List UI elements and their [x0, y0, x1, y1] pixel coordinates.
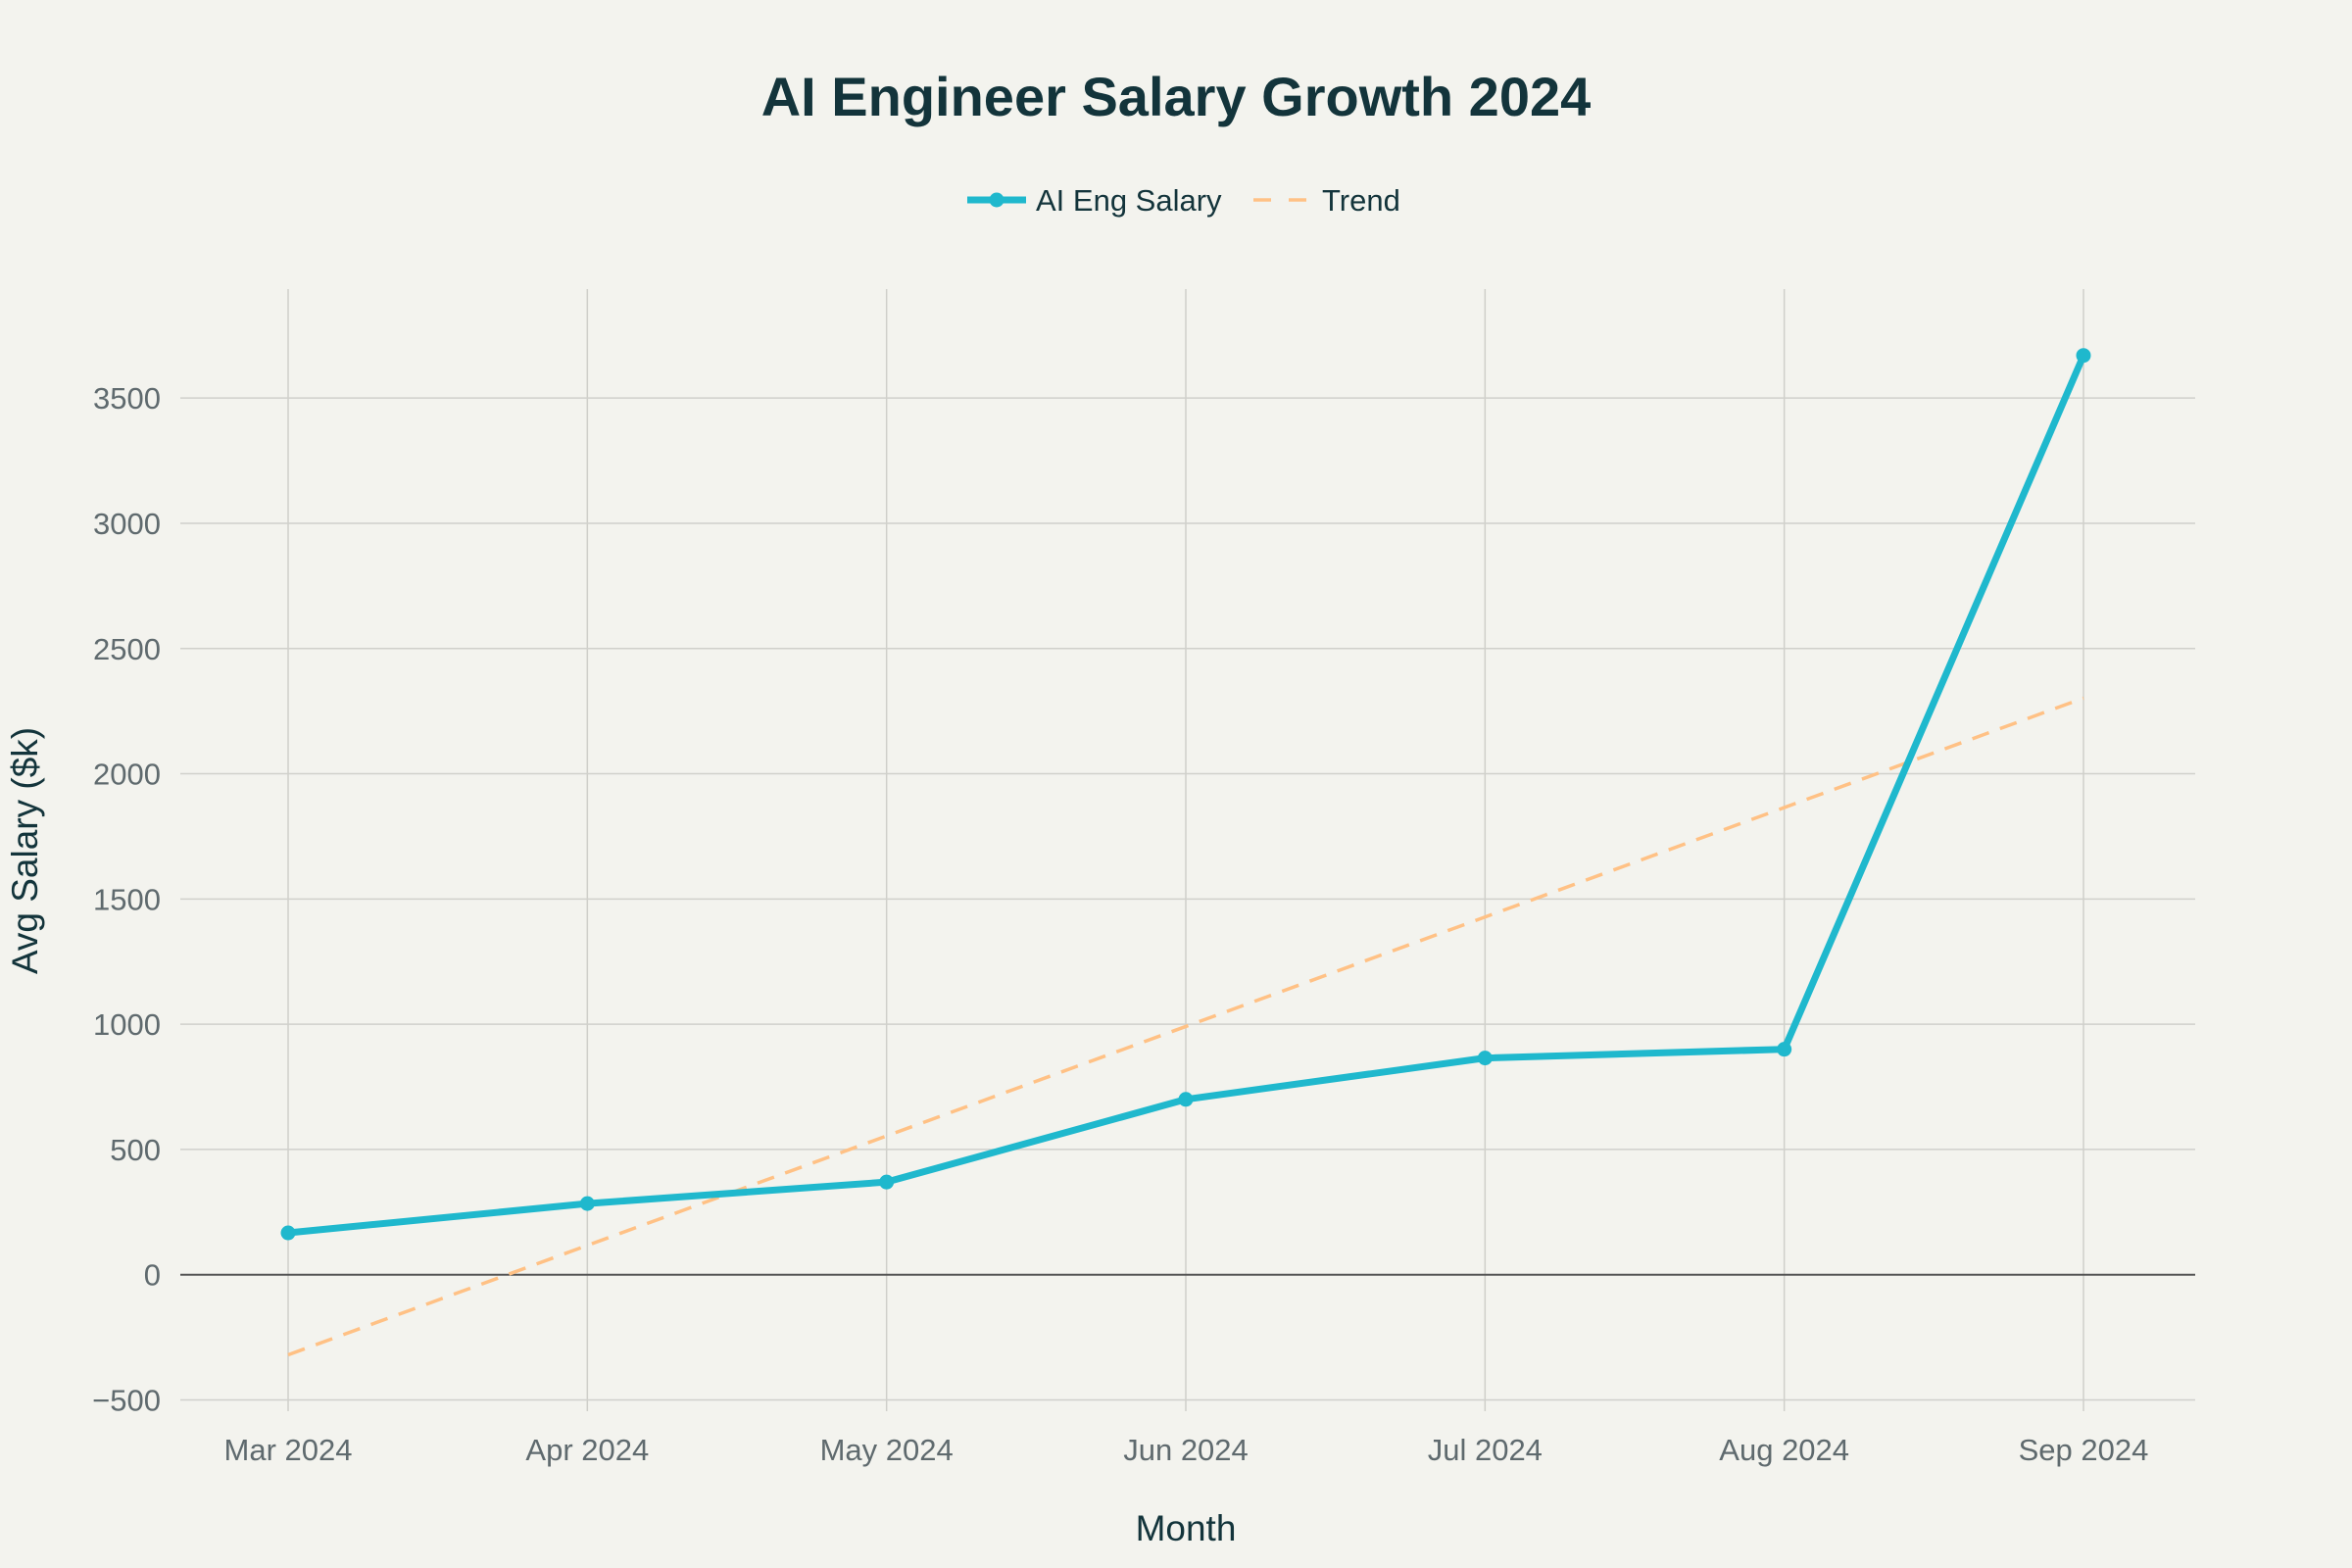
legend: AI Eng Salary Trend — [967, 183, 1400, 218]
y-tick-label: 2500 — [93, 632, 161, 666]
legend-salary-label: AI Eng Salary — [1036, 183, 1222, 218]
tick-labels: Mar 2024 Apr 2024 May 2024 Jun 2024 Jul 2024… — [92, 381, 2148, 1467]
y-tick-label: 3500 — [93, 381, 161, 416]
y-tick-label: 1500 — [93, 882, 161, 916]
salary-point — [1477, 1051, 1493, 1066]
x-axis-title: Month — [1136, 1508, 1237, 1548]
x-tick-label: May 2024 — [820, 1433, 954, 1467]
x-tick-label: Jul 2024 — [1428, 1433, 1543, 1467]
legend-salary-marker — [989, 192, 1004, 208]
y-axis-title: Avg Salary ($k) — [5, 727, 45, 974]
y-tick-label: 500 — [110, 1133, 161, 1167]
legend-trend-label: Trend — [1322, 183, 1400, 218]
y-tick-label: 2000 — [93, 758, 161, 792]
salary-point — [579, 1196, 595, 1211]
y-tick-label: 0 — [144, 1258, 161, 1293]
trend-line — [287, 696, 2084, 1357]
salary-point — [280, 1225, 296, 1241]
x-tick-label: Sep 2024 — [2019, 1433, 2149, 1467]
y-tick-label: 3000 — [93, 507, 161, 541]
grid — [180, 289, 2195, 1411]
x-tick-label: Jun 2024 — [1123, 1433, 1249, 1467]
x-tick-label: Mar 2024 — [224, 1433, 353, 1467]
salary-point — [1178, 1092, 1194, 1107]
y-tick-label: 1000 — [93, 1007, 161, 1042]
x-tick-label: Aug 2024 — [1719, 1433, 1849, 1467]
salary-point — [1777, 1042, 1792, 1057]
salary-point — [2076, 348, 2091, 364]
x-tick-label: Apr 2024 — [525, 1433, 649, 1467]
chart-title: AI Engineer Salary Growth 2024 — [761, 66, 1592, 127]
salary-point — [879, 1174, 895, 1190]
y-tick-label: −500 — [92, 1383, 161, 1417]
series-group — [280, 348, 2091, 1357]
